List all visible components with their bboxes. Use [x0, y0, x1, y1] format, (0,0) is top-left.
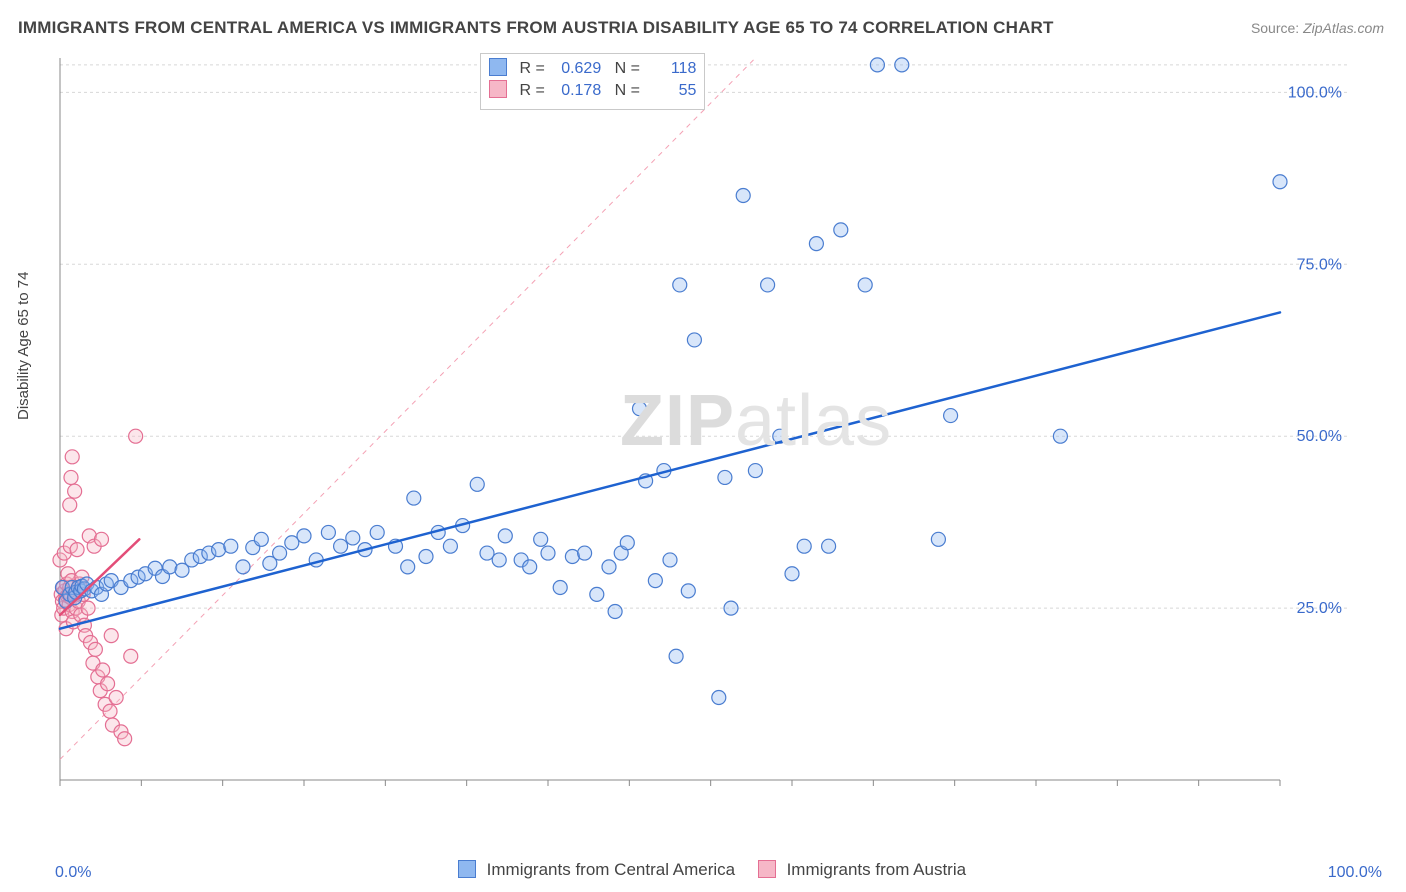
bottom-legend: Immigrants from Central America Immigran…: [0, 860, 1406, 880]
svg-text:25.0%: 25.0%: [1297, 600, 1342, 617]
stat-n-series1: 118: [644, 58, 696, 80]
stat-r-series2: 0.178: [549, 80, 601, 102]
watermark-thin: atlas: [735, 381, 892, 461]
stats-legend: R = 0.629 N = 118 R = 0.178 N = 55: [480, 53, 705, 110]
source-label: Source:: [1251, 20, 1299, 36]
stat-n-series2: 55: [644, 80, 696, 102]
bottom-swatch-series2: [758, 860, 776, 878]
bottom-swatch-series1: [458, 860, 476, 878]
y-axis-label: Disability Age 65 to 74: [15, 272, 32, 420]
source-value: ZipAtlas.com: [1303, 20, 1384, 36]
legend-swatch-series2: [489, 80, 507, 98]
stat-r-series1: 0.629: [549, 58, 601, 80]
chart-title: IMMIGRANTS FROM CENTRAL AMERICA VS IMMIG…: [18, 18, 1054, 38]
svg-text:100.0%: 100.0%: [1288, 84, 1342, 101]
watermark: ZIPatlas: [620, 380, 892, 462]
svg-text:75.0%: 75.0%: [1297, 256, 1342, 273]
stats-row-series1: R = 0.629 N = 118: [489, 58, 696, 80]
bottom-label-series1: Immigrants from Central America: [487, 860, 735, 879]
bottom-label-series2: Immigrants from Austria: [787, 860, 967, 879]
watermark-bold: ZIP: [620, 381, 735, 461]
stats-row-series2: R = 0.178 N = 55: [489, 80, 696, 102]
svg-text:50.0%: 50.0%: [1297, 428, 1342, 445]
legend-swatch-series1: [489, 58, 507, 76]
source-attribution: Source: ZipAtlas.com: [1251, 20, 1384, 36]
